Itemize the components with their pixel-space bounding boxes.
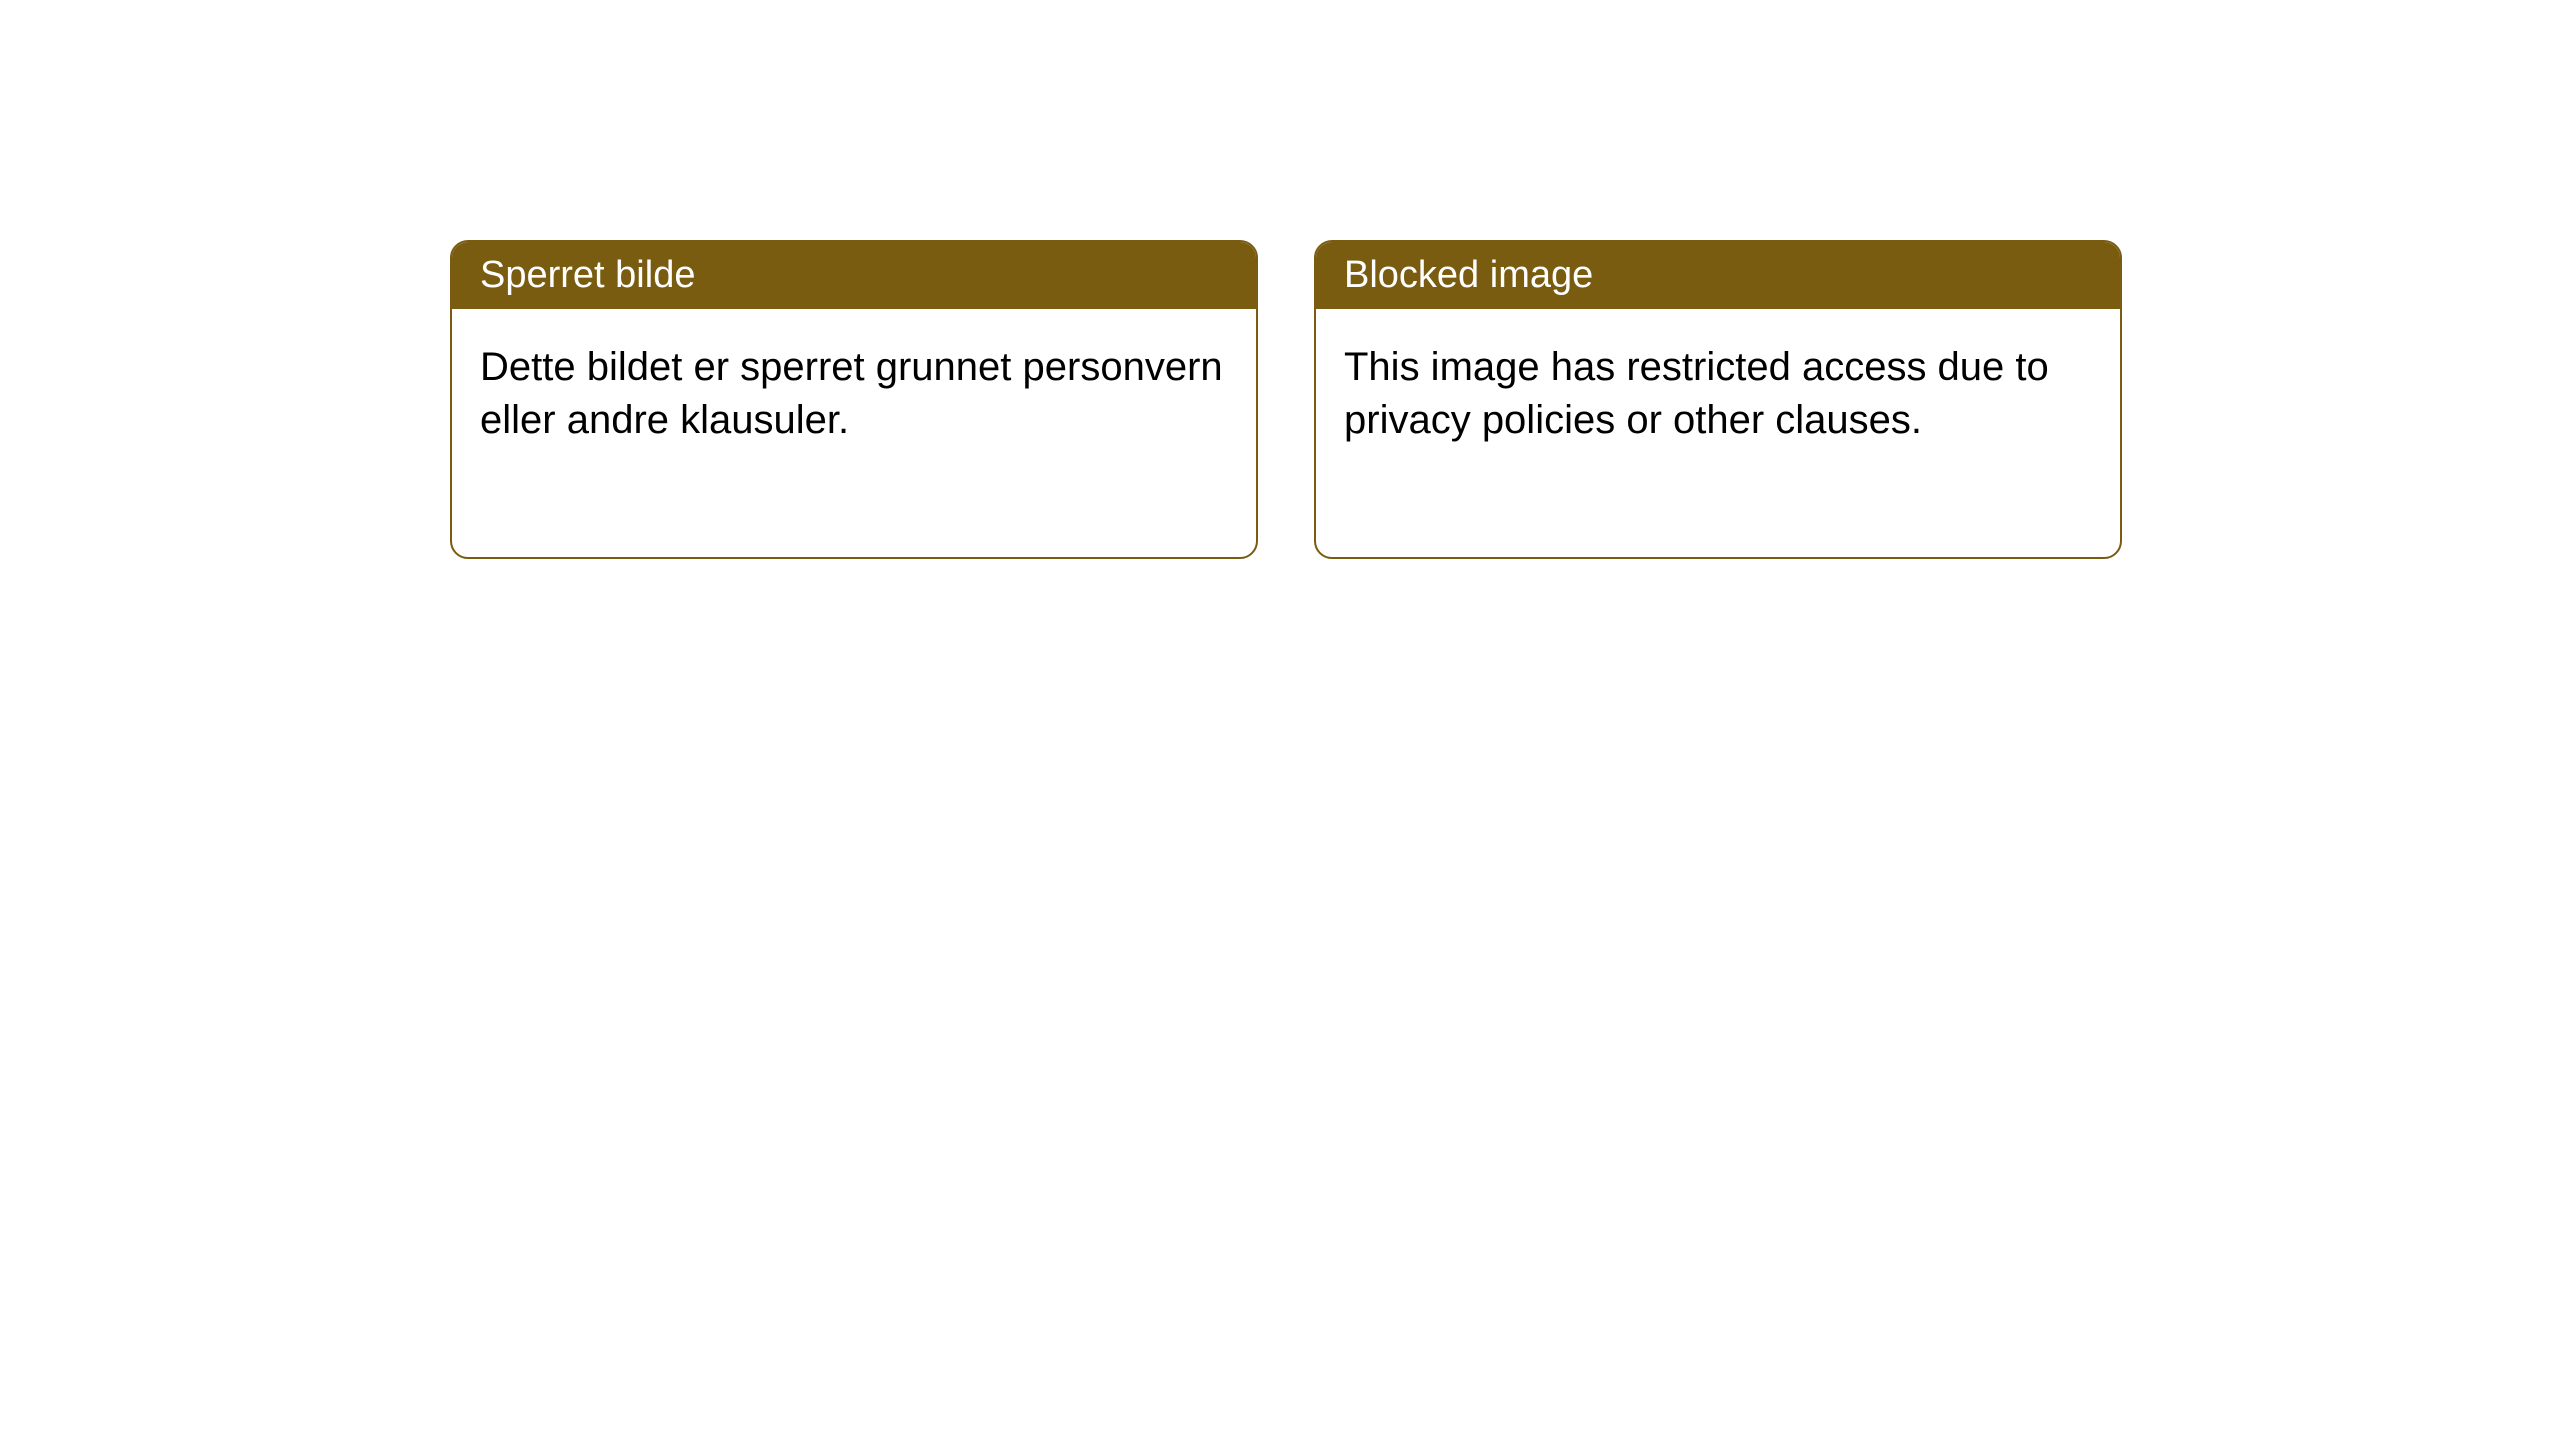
blocked-image-notices: Sperret bilde Dette bildet er sperret gr… [450, 240, 2122, 559]
card-title-english: Blocked image [1316, 242, 2120, 309]
card-body-english: This image has restricted access due to … [1316, 309, 2120, 557]
blocked-image-card-norwegian: Sperret bilde Dette bildet er sperret gr… [450, 240, 1258, 559]
card-title-norwegian: Sperret bilde [452, 242, 1256, 309]
blocked-image-card-english: Blocked image This image has restricted … [1314, 240, 2122, 559]
card-body-norwegian: Dette bildet er sperret grunnet personve… [452, 309, 1256, 557]
